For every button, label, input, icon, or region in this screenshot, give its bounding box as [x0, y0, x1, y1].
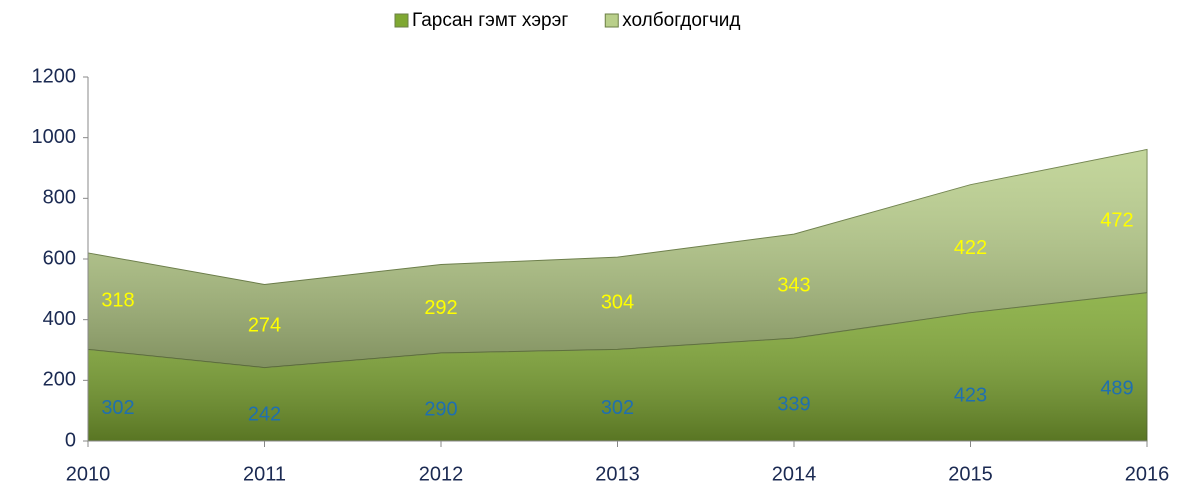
legend-swatch — [604, 13, 619, 28]
data-label: 423 — [954, 384, 987, 406]
y-tick-label: 400 — [43, 308, 76, 330]
x-tick-label: 2016 — [1125, 463, 1170, 485]
x-tick-label: 2012 — [419, 463, 464, 485]
x-tick-label: 2011 — [243, 463, 286, 485]
y-tick-label: 200 — [43, 369, 76, 391]
data-label: 242 — [248, 404, 281, 426]
area-shade — [88, 149, 1147, 368]
y-tick-label: 0 — [65, 429, 76, 451]
y-tick-label: 1200 — [32, 65, 77, 87]
data-label: 489 — [1100, 377, 1133, 399]
data-label: 290 — [424, 398, 457, 420]
x-tick-label: 2015 — [948, 463, 993, 485]
data-label: 302 — [601, 397, 634, 419]
data-label: 422 — [954, 237, 987, 259]
legend-swatch — [394, 13, 409, 28]
legend-label: холбогдогчид — [622, 10, 740, 31]
x-tick-label: 2010 — [66, 463, 111, 485]
data-label: 304 — [601, 292, 634, 314]
data-label: 343 — [777, 274, 810, 296]
data-label: 302 — [101, 397, 134, 419]
x-tick-label: 2013 — [595, 463, 640, 485]
y-tick-label: 600 — [43, 247, 76, 269]
data-label: 292 — [424, 297, 457, 319]
area-shade — [88, 292, 1147, 441]
x-tick-label: 2014 — [772, 463, 817, 485]
data-label: 472 — [1100, 209, 1133, 231]
legend-label: Гарсан гэмт хэрэг — [412, 10, 568, 31]
y-tick-label: 800 — [43, 187, 76, 209]
data-label: 318 — [101, 289, 134, 311]
data-label: 274 — [248, 314, 281, 336]
area-series — [87, 148, 1148, 369]
data-label: 339 — [777, 393, 810, 415]
y-tick-label: 1000 — [32, 126, 77, 148]
